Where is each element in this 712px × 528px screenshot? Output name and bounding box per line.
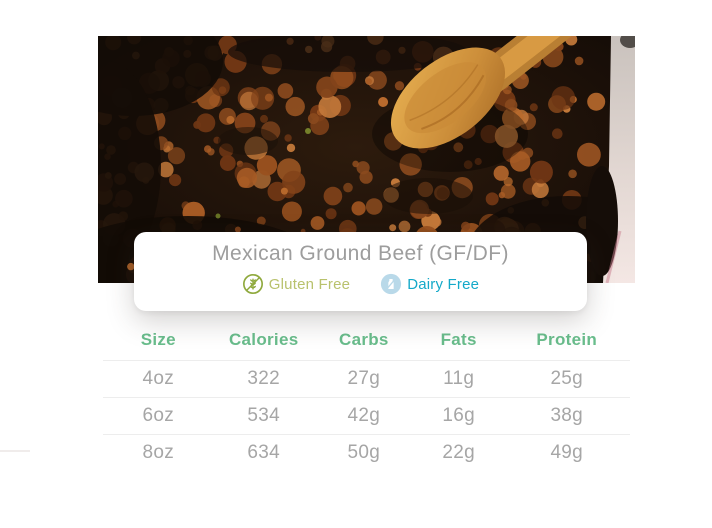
table-row: 8oz 634 50g 22g 49g [103,435,630,472]
recipe-card: Mexican Ground Beef (GF/DF) [134,232,587,311]
cell-protein: 38g [503,397,630,435]
cell-carbs: 50g [347,442,381,463]
table-header-row: Size Calories Carbs Fats Protein [103,327,630,361]
dairy-free-label: Dairy Free [407,275,480,293]
cell-size: 8oz [142,442,175,463]
gluten-free-label: Gluten Free [268,275,351,293]
cell-fats: 16g [413,397,504,435]
left-edge-divider [0,450,30,452]
dairy-free-icon [380,273,402,295]
cell-calories: 322 [213,360,314,398]
cell-calories: 634 [247,442,281,463]
column-header-fats: Fats [413,327,504,361]
cell-calories: 534 [213,397,314,435]
diet-badges: Gluten Free Dairy Free [134,273,587,295]
cell-protein: 25g [503,360,630,398]
wooden-spatula-illustration [372,36,572,172]
gluten-free-badge: Gluten Free [242,273,350,295]
table-row: 6oz 534 42g 16g 38g [103,397,630,435]
column-header-carbs: Carbs [313,327,414,361]
cell-fats: 22g [442,442,475,463]
cell-fats: 11g [413,360,504,398]
recipe-title: Mexican Ground Beef (GF/DF) [212,242,509,265]
cell-protein: 49g [550,442,584,463]
nutrition-table: Size Calories Carbs Fats Protein 4oz 322… [103,327,630,471]
cell-size: 4oz [103,360,214,398]
cell-size: 6oz [103,397,214,435]
cell-carbs: 27g [313,360,414,398]
column-header-protein: Protein [503,327,630,361]
column-header-size: Size [103,327,214,361]
gluten-free-icon [242,273,264,295]
column-header-calories: Calories [213,327,314,361]
table-row: 4oz 322 27g 11g 25g [103,360,630,398]
dairy-free-badge: Dairy Free [380,273,479,295]
cell-carbs: 42g [313,397,414,435]
